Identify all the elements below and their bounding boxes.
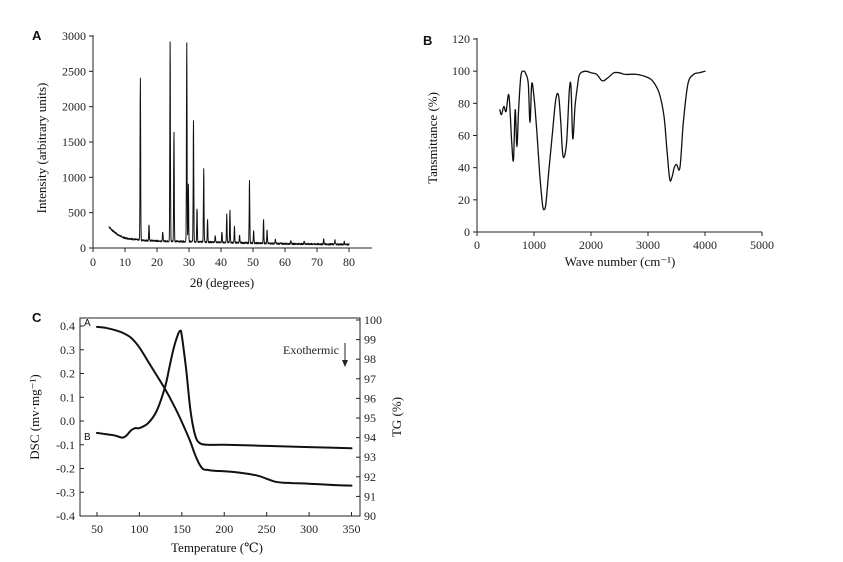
panel-c-right-y-tick-label: 92: [364, 470, 376, 484]
panel-c-exothermic-annotation: Exothermic: [283, 343, 339, 357]
panel-b-x-ticks: 0 1000 2000 3000 4000 5000: [474, 232, 774, 252]
panel-c-x-tick-label: 350: [343, 522, 361, 536]
panel-c-right-y-tick-label: 94: [364, 431, 376, 445]
panel-b-y-tick-label: 100: [452, 64, 470, 78]
panel-a-y-ticks: 0 500 1000 1500 2000 2500 3000: [62, 29, 93, 255]
panel-c-right-y-tick-label: 98: [364, 352, 376, 366]
panel-a-x-tick-label: 80: [343, 255, 355, 269]
panel-b-x-tick-label: 0: [474, 238, 480, 252]
panel-a-x-tick-label: 70: [311, 255, 323, 269]
panel-c-curve-b-label: B: [84, 432, 91, 443]
panel-c-right-y-tick-label: 95: [364, 411, 376, 425]
panel-b-x-tick-label: 5000: [750, 238, 774, 252]
panel-c-right-y-tick-label: 91: [364, 489, 376, 503]
panel-a-x-tick-label: 20: [151, 255, 163, 269]
panel-c-x-tick-label: 300: [300, 522, 318, 536]
panel-b-x-tick-label: 2000: [579, 238, 603, 252]
panel-b-x-tick-label: 4000: [693, 238, 717, 252]
panel-c-left-y-tick-label: -0.4: [56, 509, 75, 523]
panel-a-x-tick-label: 0: [90, 255, 96, 269]
panel-c-right-y-tick-label: 90: [364, 509, 376, 523]
panel-c: C 50 100 150 200 250 300 350 -0.4 -0.3 -0.2 -0.1 0…: [27, 310, 404, 555]
panel-c-left-y-tick-label: -0.3: [56, 485, 75, 499]
panel-a-x-tick-label: 60: [279, 255, 291, 269]
panel-a-x-tick-label: 40: [215, 255, 227, 269]
panel-b-y-tick-label: 40: [458, 161, 470, 175]
panel-c-left-y-axis-title: DSC (mv·mg⁻¹): [27, 374, 42, 460]
panel-c-left-y-tick-label: 0.0: [60, 414, 75, 428]
panel-a-y-tick-label: 1500: [62, 135, 86, 149]
panel-c-left-y-ticks: -0.4 -0.3 -0.2 -0.1 0.0 0.1 0.2 0.3 0.4: [56, 319, 84, 523]
panel-b-x-tick-label: 3000: [636, 238, 660, 252]
panel-c-letter: C: [32, 310, 42, 325]
panel-c-right-y-tick-label: 99: [364, 333, 376, 347]
panel-c-x-tick-label: 100: [130, 522, 148, 536]
panel-a-letter: A: [32, 28, 42, 43]
panel-b-y-axis-title: Tansmittance (%): [425, 92, 440, 184]
panel-c-right-y-tick-label: 96: [364, 391, 376, 405]
panel-b-ftir-line: [499, 70, 706, 211]
panel-c-left-y-tick-label: 0.4: [60, 319, 75, 333]
panel-a-x-ticks: 0 10 20 30 40 50 60 70 80: [90, 248, 355, 269]
panel-b-y-tick-label: 60: [458, 129, 470, 143]
panel-a-x-tick-label: 50: [247, 255, 259, 269]
panel-c-x-tick-label: 200: [215, 522, 233, 536]
panel-c-dsc-curve: [96, 329, 353, 450]
panel-c-right-y-tick-label: 97: [364, 372, 376, 386]
panel-b-x-axis-title: Wave number (cm⁻¹): [565, 254, 676, 269]
panel-a: A 0 10 20 30 40 50 60 70 80 0 500 1000 1500 2000 2500…: [32, 28, 372, 290]
panel-c-x-tick-label: 250: [258, 522, 276, 536]
panel-c-x-tick-label: 50: [91, 522, 103, 536]
panel-c-left-y-tick-label: 0.1: [60, 390, 75, 404]
panel-c-x-tick-label: 150: [173, 522, 191, 536]
panel-c-left-y-tick-label: -0.1: [56, 438, 75, 452]
panel-c-right-y-tick-label: 93: [364, 450, 376, 464]
panel-c-frame: [79, 317, 361, 517]
panel-b-y-tick-label: 0: [464, 225, 470, 239]
panel-b-y-tick-label: 80: [458, 96, 470, 110]
panel-c-right-y-ticks: 90 91 92 93 94 95 96 97 98 99 100: [356, 313, 382, 523]
panel-c-right-y-tick-label: 100: [364, 313, 382, 327]
panel-c-tg-curve: [96, 325, 353, 487]
panel-a-y-tick-label: 3000: [62, 29, 86, 43]
panel-a-x-tick-label: 30: [183, 255, 195, 269]
panel-c-x-axis-title: Temperature (℃): [171, 540, 263, 555]
panel-c-exothermic-arrow-head: [342, 360, 348, 367]
panel-a-y-tick-label: 1000: [62, 170, 86, 184]
panel-b-x-tick-label: 1000: [522, 238, 546, 252]
panel-c-left-y-tick-label: 0.3: [60, 343, 75, 357]
panel-a-y-tick-label: 2000: [62, 100, 86, 114]
panel-b: B 0 1000 2000 3000 4000 5000 020406080100120 …: [423, 32, 774, 269]
panel-c-x-ticks: 50 100 150 200 250 300 350: [91, 512, 361, 536]
panel-a-y-tick-label: 500: [68, 206, 86, 220]
panel-c-right-y-axis-title: TG (%): [389, 397, 404, 437]
panel-c-left-y-tick-label: 0.2: [60, 367, 75, 381]
panel-a-y-tick-label: 0: [80, 241, 86, 255]
panel-a-y-axis-title: Intensity (arbitrary units): [34, 83, 49, 214]
panel-a-y-tick-label: 2500: [62, 64, 86, 78]
panel-c-curve-a-label: A: [84, 318, 91, 329]
panel-b-y-tick-label: 20: [458, 193, 470, 207]
panel-c-left-y-tick-label: -0.2: [56, 462, 75, 476]
panel-a-xrd-line: [108, 41, 350, 246]
panel-b-y-tick-label: 120: [452, 32, 470, 46]
panel-b-letter: B: [423, 33, 432, 48]
panel-a-x-axis-title: 2θ (degrees): [190, 275, 254, 290]
panel-a-x-tick-label: 10: [119, 255, 131, 269]
panel-b-y-ticks: 0 20 40 60 80 100 120: [452, 32, 477, 239]
